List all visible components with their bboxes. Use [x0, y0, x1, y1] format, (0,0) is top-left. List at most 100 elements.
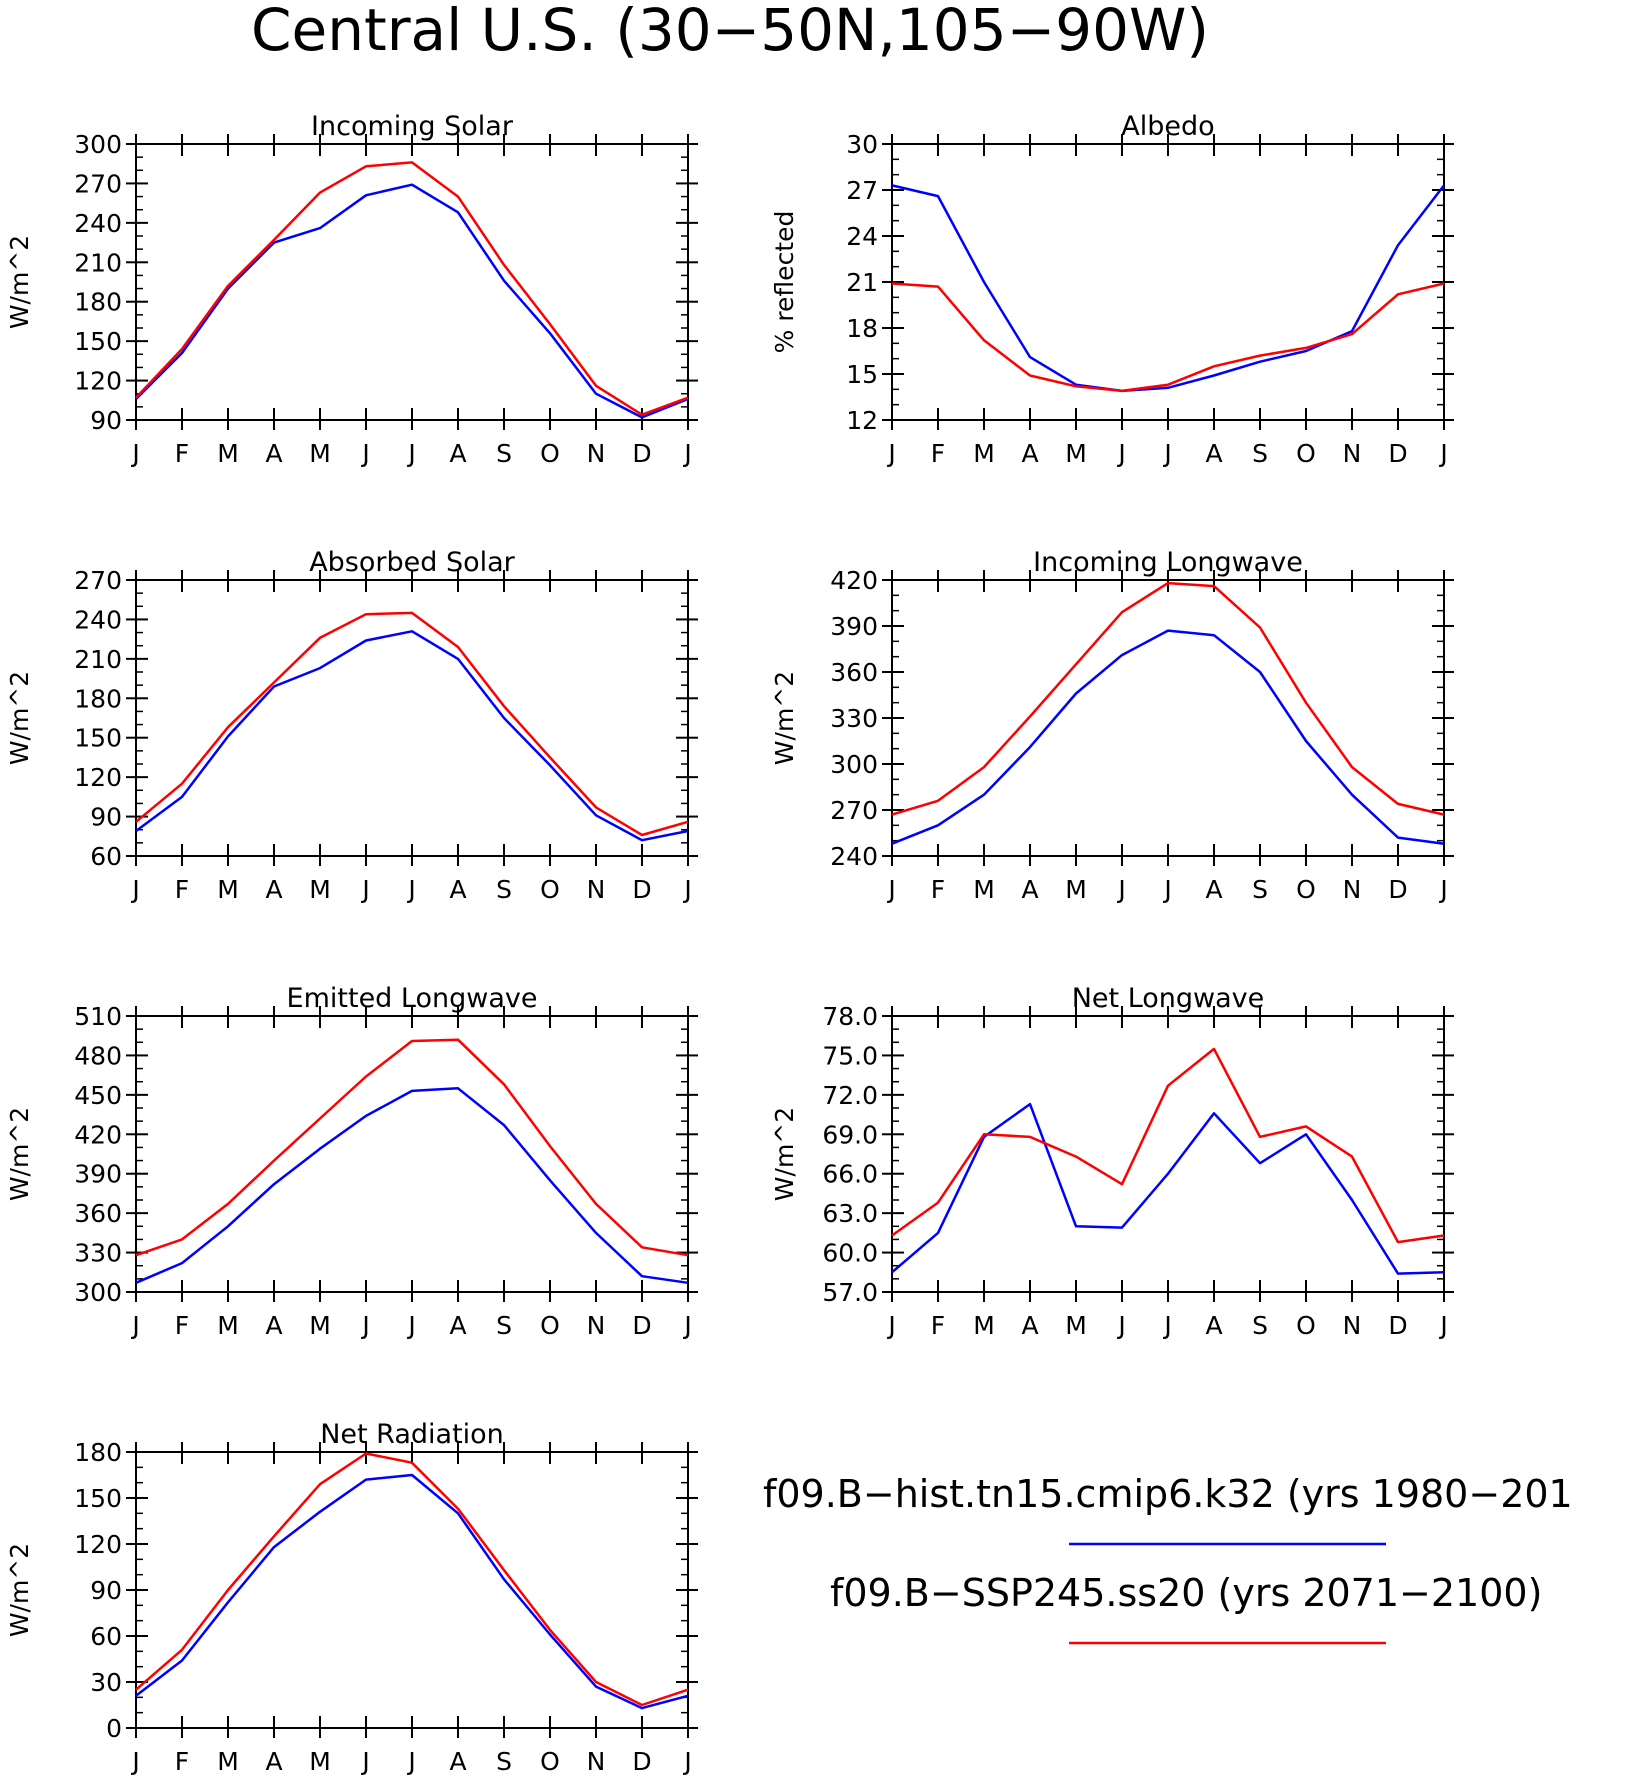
- y-tick-label: 510: [74, 1002, 122, 1031]
- x-tick-label: J: [1162, 439, 1171, 468]
- x-tick-label: A: [1021, 875, 1038, 904]
- x-tick-label: J: [360, 1311, 369, 1340]
- x-tick-label: M: [217, 875, 239, 904]
- y-tick-label: 420: [830, 566, 878, 595]
- x-tick-label: F: [931, 875, 945, 904]
- y-tick-label: 27: [846, 176, 878, 205]
- y-tick-label: 390: [74, 1160, 122, 1189]
- y-tick-label: 390: [830, 612, 878, 641]
- x-tick-label: N: [1343, 875, 1362, 904]
- y-tick-label: 150: [74, 724, 122, 753]
- y-tick-label: 180: [74, 684, 122, 713]
- y-tick-label: 330: [74, 1239, 122, 1268]
- series-line-ssp245: [135, 161, 689, 416]
- series-line-historical: [891, 1102, 1445, 1275]
- y-tick-label: 60: [90, 1622, 122, 1651]
- x-tick-label: M: [309, 1747, 331, 1776]
- x-tick-label: M: [309, 1311, 331, 1340]
- x-tick-label: M: [217, 439, 239, 468]
- x-tick-label: D: [632, 439, 651, 468]
- x-tick-label: J: [682, 439, 691, 468]
- x-tick-label: J: [360, 439, 369, 468]
- y-axis-label: W/m^2: [5, 1107, 34, 1201]
- x-tick-label: N: [1343, 1311, 1362, 1340]
- y-tick-label: 450: [74, 1081, 122, 1110]
- y-tick-label: 120: [74, 367, 122, 396]
- x-tick-label: A: [449, 1311, 466, 1340]
- x-tick-label: M: [973, 875, 995, 904]
- x-tick-label: J: [360, 1747, 369, 1776]
- y-tick-label: 66.0: [822, 1160, 878, 1189]
- series-line-ssp245: [891, 581, 1445, 816]
- y-tick-label: 12: [846, 406, 878, 435]
- x-tick-label: J: [1116, 439, 1125, 468]
- x-tick-label: O: [1296, 1311, 1316, 1340]
- series-line-historical: [891, 629, 1445, 845]
- y-tick-label: 15: [846, 360, 878, 389]
- y-tick-label: 240: [74, 209, 122, 238]
- x-tick-label: A: [449, 1747, 466, 1776]
- y-tick-label: 78.0: [822, 1002, 878, 1031]
- series-line-ssp245: [135, 611, 689, 837]
- x-tick-label: O: [540, 439, 560, 468]
- y-axis-label: % reflected: [770, 211, 799, 354]
- x-tick-label: A: [1205, 1311, 1222, 1340]
- series-line-historical: [135, 1473, 689, 1710]
- x-tick-label: O: [540, 1311, 560, 1340]
- x-tick-label: F: [931, 439, 945, 468]
- x-tick-label: S: [496, 875, 512, 904]
- x-tick-label: J: [130, 439, 139, 468]
- y-tick-label: 21: [846, 268, 878, 297]
- y-tick-label: 30: [846, 130, 878, 159]
- x-tick-label: F: [175, 439, 189, 468]
- x-tick-label: A: [449, 439, 466, 468]
- x-tick-label: M: [1065, 875, 1087, 904]
- y-tick-label: 18: [846, 314, 878, 343]
- x-tick-label: J: [1162, 1311, 1171, 1340]
- x-tick-label: J: [886, 439, 895, 468]
- x-tick-label: S: [496, 1747, 512, 1776]
- y-axis-label: W/m^2: [770, 671, 799, 765]
- y-tick-label: 180: [74, 288, 122, 317]
- y-tick-label: 360: [74, 1199, 122, 1228]
- series-line-historical: [135, 183, 689, 419]
- legend-label-ssp245: f09.B−SSP245.ss20 (yrs 2071−2100): [830, 1571, 1542, 1615]
- x-tick-label: M: [309, 439, 331, 468]
- x-tick-label: A: [1021, 439, 1038, 468]
- y-axis-label: W/m^2: [5, 235, 34, 329]
- y-tick-label: 57.0: [822, 1278, 878, 1307]
- x-tick-label: F: [175, 1311, 189, 1340]
- y-tick-label: 60.0: [822, 1239, 878, 1268]
- series-line-historical: [135, 1087, 689, 1285]
- x-tick-label: A: [1021, 1311, 1038, 1340]
- y-tick-label: 420: [74, 1120, 122, 1149]
- series-line-historical: [135, 630, 689, 842]
- y-tick-label: 63.0: [822, 1199, 878, 1228]
- x-tick-label: N: [587, 439, 606, 468]
- x-tick-label: N: [587, 1747, 606, 1776]
- y-axis-label: W/m^2: [770, 1107, 799, 1201]
- x-tick-label: J: [130, 1747, 139, 1776]
- x-tick-label: J: [406, 439, 415, 468]
- x-tick-label: J: [886, 1311, 895, 1340]
- x-tick-label: J: [406, 1311, 415, 1340]
- x-tick-label: J: [130, 875, 139, 904]
- x-tick-label: O: [1296, 439, 1316, 468]
- x-tick-label: D: [632, 1747, 651, 1776]
- x-tick-label: F: [175, 875, 189, 904]
- y-tick-label: 300: [74, 1278, 122, 1307]
- y-tick-label: 240: [74, 605, 122, 634]
- x-tick-label: M: [1065, 439, 1087, 468]
- x-tick-label: A: [265, 439, 282, 468]
- x-tick-label: S: [496, 439, 512, 468]
- plot-frame: [891, 579, 1445, 857]
- x-tick-label: J: [1438, 439, 1447, 468]
- x-tick-label: D: [632, 875, 651, 904]
- y-tick-label: 90: [90, 803, 122, 832]
- x-tick-label: J: [1438, 875, 1447, 904]
- x-tick-label: S: [1252, 439, 1268, 468]
